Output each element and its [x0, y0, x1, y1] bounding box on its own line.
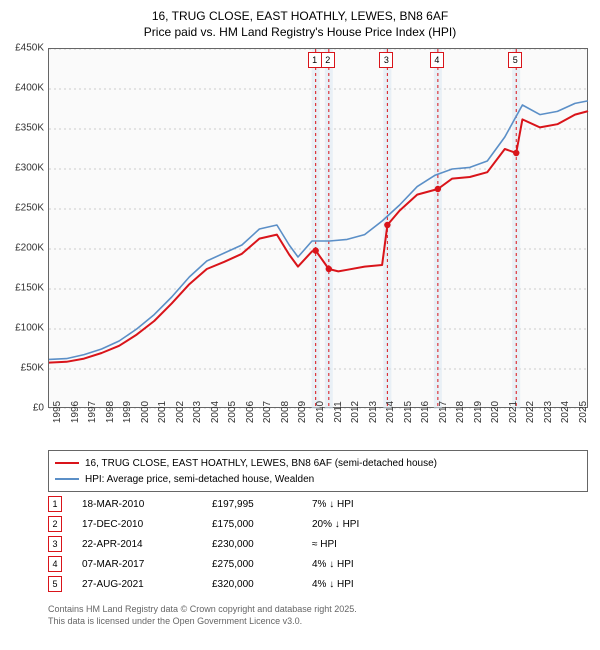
- y-tick-label: £0: [2, 403, 44, 414]
- chart-title: 16, TRUG CLOSE, EAST HOATHLY, LEWES, BN8…: [0, 0, 600, 40]
- event-number-badge: 1: [48, 496, 62, 512]
- x-tick-label: 2024: [560, 401, 571, 423]
- x-tick-label: 1997: [87, 401, 98, 423]
- event-number-badge: 5: [48, 576, 62, 592]
- event-price: £230,000: [212, 539, 292, 550]
- x-tick-label: 2022: [525, 401, 536, 423]
- x-tick-label: 2023: [543, 401, 554, 423]
- event-number-badge: 2: [48, 516, 62, 532]
- y-tick-label: £150K: [2, 283, 44, 294]
- plot-svg: [49, 49, 589, 409]
- y-tick-label: £450K: [2, 43, 44, 54]
- x-tick-label: 2013: [368, 401, 379, 423]
- x-tick-label: 2020: [490, 401, 501, 423]
- x-tick-label: 2012: [350, 401, 361, 423]
- y-tick-label: £350K: [2, 123, 44, 134]
- x-tick-label: 2011: [333, 401, 344, 423]
- legend-label: HPI: Average price, semi-detached house,…: [85, 474, 314, 485]
- event-row: 4 07-MAR-2017 £275,000 4% ↓ HPI: [48, 554, 588, 574]
- sale-marker-flag: 5: [508, 52, 522, 68]
- x-tick-label: 2016: [420, 401, 431, 423]
- sale-marker-flag: 1: [308, 52, 322, 68]
- x-tick-label: 2006: [245, 401, 256, 423]
- event-note: 4% ↓ HPI: [312, 579, 412, 590]
- legend-swatch: [55, 478, 79, 480]
- title-line-1: 16, TRUG CLOSE, EAST HOATHLY, LEWES, BN8…: [0, 8, 600, 24]
- x-tick-label: 2025: [578, 401, 589, 423]
- x-tick-label: 2008: [280, 401, 291, 423]
- legend-label: 16, TRUG CLOSE, EAST HOATHLY, LEWES, BN8…: [85, 458, 437, 469]
- x-tick-label: 2021: [508, 401, 519, 423]
- x-tick-label: 2003: [192, 401, 203, 423]
- y-tick-label: £50K: [2, 363, 44, 374]
- y-tick-label: £300K: [2, 163, 44, 174]
- y-tick-label: £400K: [2, 83, 44, 94]
- chart-container: 16, TRUG CLOSE, EAST HOATHLY, LEWES, BN8…: [0, 0, 600, 650]
- x-tick-label: 1996: [70, 401, 81, 423]
- event-row: 5 27-AUG-2021 £320,000 4% ↓ HPI: [48, 574, 588, 594]
- sale-marker-flag: 4: [430, 52, 444, 68]
- sale-marker-flag: 3: [379, 52, 393, 68]
- event-row: 3 22-APR-2014 £230,000 ≈ HPI: [48, 534, 588, 554]
- event-row: 2 17-DEC-2010 £175,000 20% ↓ HPI: [48, 514, 588, 534]
- event-note: 4% ↓ HPI: [312, 559, 412, 570]
- x-tick-label: 2007: [262, 401, 273, 423]
- x-tick-label: 1995: [52, 401, 63, 423]
- event-date: 07-MAR-2017: [82, 559, 192, 570]
- y-tick-label: £100K: [2, 323, 44, 334]
- event-note: ≈ HPI: [312, 539, 412, 550]
- x-tick-label: 2009: [297, 401, 308, 423]
- events-table: 1 18-MAR-2010 £197,995 7% ↓ HPI 2 17-DEC-2010…: [48, 494, 588, 594]
- event-price: £320,000: [212, 579, 292, 590]
- x-tick-label: 2014: [385, 401, 396, 423]
- x-tick-label: 2017: [438, 401, 449, 423]
- x-tick-label: 2004: [210, 401, 221, 423]
- x-tick-label: 2018: [455, 401, 466, 423]
- legend: 16, TRUG CLOSE, EAST HOATHLY, LEWES, BN8…: [48, 450, 588, 492]
- event-price: £197,995: [212, 499, 292, 510]
- x-tick-label: 1999: [122, 401, 133, 423]
- x-tick-label: 2015: [403, 401, 414, 423]
- event-date: 22-APR-2014: [82, 539, 192, 550]
- event-note: 20% ↓ HPI: [312, 519, 412, 530]
- event-note: 7% ↓ HPI: [312, 499, 412, 510]
- footer-note: Contains HM Land Registry data © Crown c…: [48, 604, 588, 627]
- x-tick-label: 2019: [473, 401, 484, 423]
- x-tick-label: 2000: [140, 401, 151, 423]
- sale-marker-flag: 2: [321, 52, 335, 68]
- legend-swatch: [55, 462, 79, 464]
- event-date: 27-AUG-2021: [82, 579, 192, 590]
- legend-row: HPI: Average price, semi-detached house,…: [55, 471, 581, 487]
- x-tick-label: 2005: [227, 401, 238, 423]
- y-tick-label: £200K: [2, 243, 44, 254]
- event-date: 17-DEC-2010: [82, 519, 192, 530]
- event-price: £175,000: [212, 519, 292, 530]
- footer-line-1: Contains HM Land Registry data © Crown c…: [48, 604, 588, 616]
- x-tick-label: 1998: [105, 401, 116, 423]
- x-tick-label: 2001: [157, 401, 168, 423]
- event-date: 18-MAR-2010: [82, 499, 192, 510]
- x-tick-label: 2002: [175, 401, 186, 423]
- event-number-badge: 4: [48, 556, 62, 572]
- y-tick-label: £250K: [2, 203, 44, 214]
- footer-line-2: This data is licensed under the Open Gov…: [48, 616, 588, 628]
- event-number-badge: 3: [48, 536, 62, 552]
- plot-area: [48, 48, 588, 408]
- legend-row: 16, TRUG CLOSE, EAST HOATHLY, LEWES, BN8…: [55, 455, 581, 471]
- x-tick-label: 2010: [315, 401, 326, 423]
- event-price: £275,000: [212, 559, 292, 570]
- title-line-2: Price paid vs. HM Land Registry's House …: [0, 24, 600, 40]
- event-row: 1 18-MAR-2010 £197,995 7% ↓ HPI: [48, 494, 588, 514]
